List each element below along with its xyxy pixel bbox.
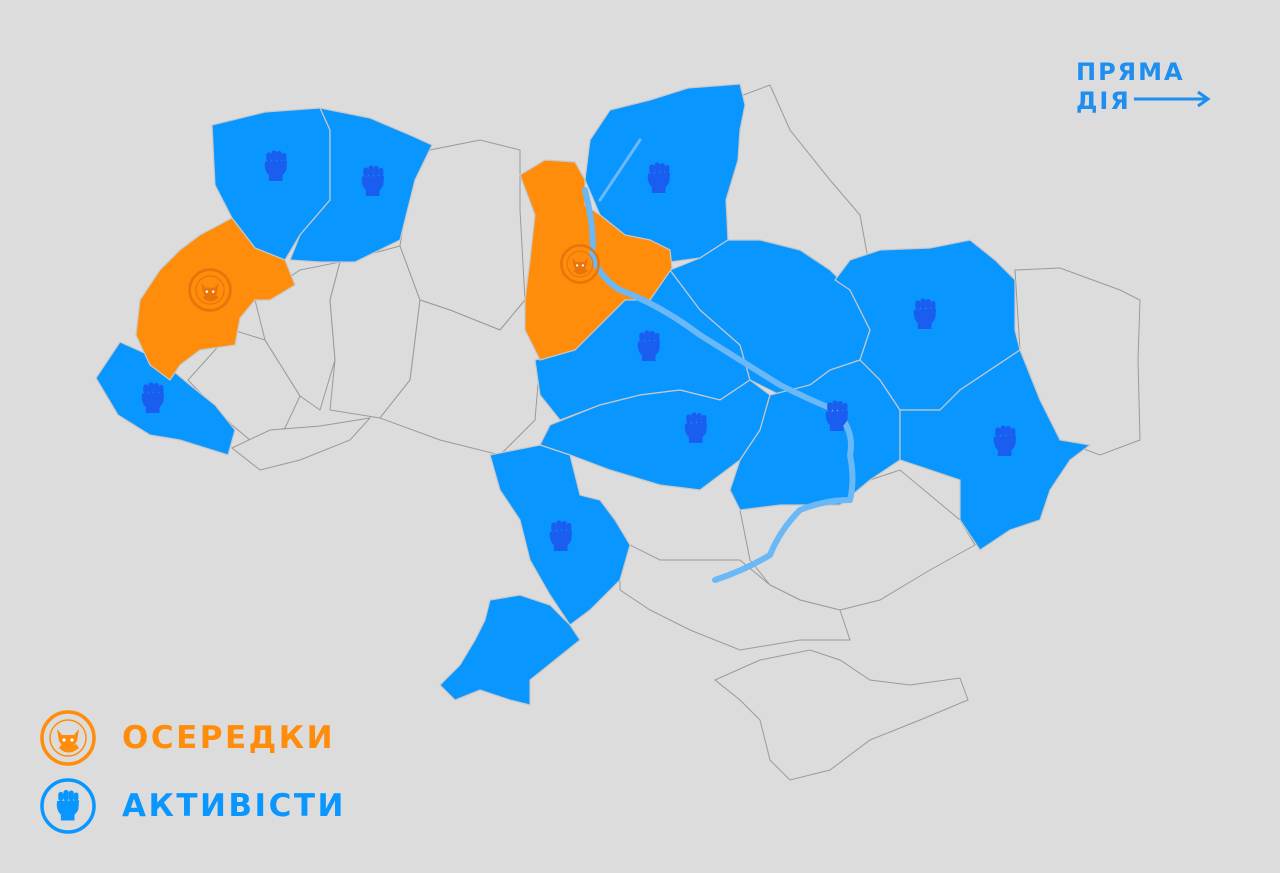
- region-donetsk: [899, 349, 1092, 551]
- fox-emblem-icon: [560, 244, 600, 284]
- legend-item-activists: АКТИВІСТИ: [40, 778, 346, 834]
- region-zakarpattia: [95, 341, 236, 456]
- brand-line-1: ПРЯМА: [1076, 58, 1185, 86]
- legend-label-activists: АКТИВІСТИ: [122, 788, 346, 824]
- region-odesa: [439, 594, 581, 706]
- region-chernivtsi: [231, 417, 372, 471]
- region-vinnytsia: [379, 298, 541, 456]
- region-crimea: [714, 649, 969, 781]
- region-kherson: [619, 539, 851, 651]
- fox-emblem-icon: [40, 710, 96, 766]
- rivers: [582, 138, 856, 583]
- river-desna: [598, 138, 642, 202]
- region-rivne: [289, 107, 433, 263]
- legend-label-cells: ОСЕРЕДКИ: [122, 720, 336, 756]
- fox-emblem-icon: [188, 268, 232, 312]
- arrow-right-icon: [1134, 90, 1211, 108]
- raised-fist-icon: [40, 778, 96, 834]
- brand-logo: ПРЯМА ДІЯ: [1076, 58, 1211, 116]
- river-dnipro: [582, 187, 856, 583]
- legend-item-cells: ОСЕРЕДКИ: [40, 710, 335, 766]
- brand-line-2: ДІЯ: [1076, 87, 1131, 115]
